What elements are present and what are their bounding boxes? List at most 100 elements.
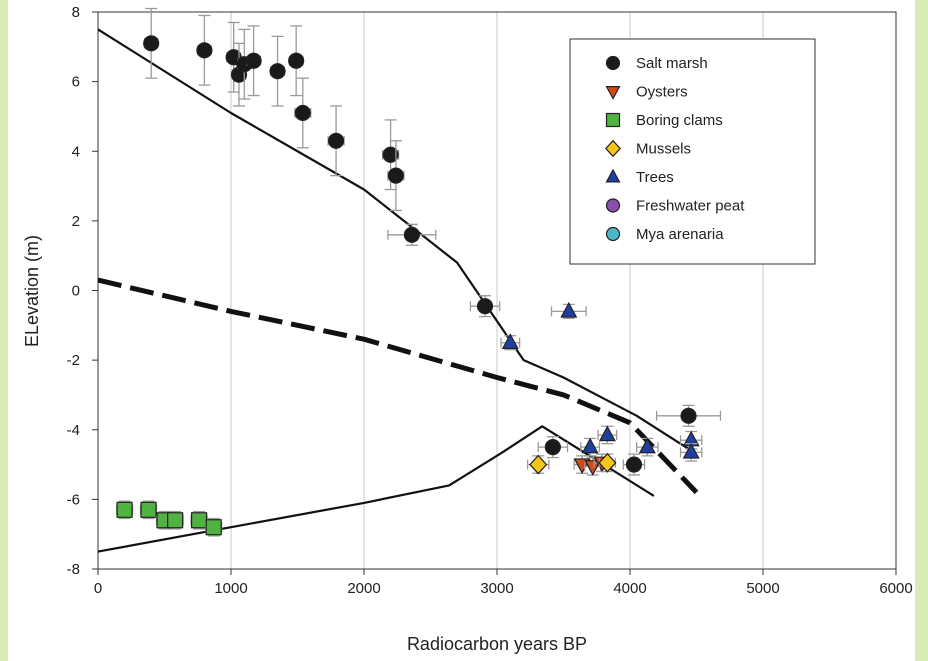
legend-marker-boring-clams bbox=[605, 112, 621, 128]
boring-clams-marker bbox=[116, 501, 133, 518]
legend-entry-mussels: Mussels bbox=[605, 139, 691, 158]
legend-label-boring-clams: Boring clams bbox=[636, 112, 723, 129]
salt-marsh-point bbox=[537, 436, 569, 459]
salt-marsh-point bbox=[655, 404, 722, 427]
salt-marsh-point bbox=[294, 77, 312, 149]
oysters-point bbox=[584, 456, 602, 476]
axis-ticks: 0 1000 2000 3000 4000 5000 6000 -8 -6 -4 -2 0 2 4 6 8 bbox=[67, 4, 913, 597]
boring-clams-point bbox=[166, 510, 184, 530]
x-tick-label: 2000 bbox=[347, 580, 380, 597]
solid-model-curve bbox=[97, 425, 655, 553]
trees-marker bbox=[682, 442, 700, 459]
x-tick-label: 6000 bbox=[879, 580, 912, 597]
legend-entry-oysters: Oysters bbox=[605, 84, 688, 101]
salt-marsh-marker bbox=[625, 456, 643, 473]
legend-label-oysters: Oysters bbox=[636, 84, 688, 101]
legend-marker-oysters bbox=[605, 86, 621, 100]
frame-border-right bbox=[915, 0, 928, 661]
y-tick-label: -4 bbox=[67, 422, 80, 439]
trees-marker bbox=[560, 301, 578, 318]
boring-clams-marker bbox=[205, 519, 222, 536]
salt-marsh-point bbox=[387, 223, 437, 246]
legend-label-salt-marsh: Salt marsh bbox=[636, 55, 708, 72]
salt-marsh-point bbox=[288, 25, 305, 97]
y-tick-label: -8 bbox=[67, 561, 80, 578]
boring-clams-marker bbox=[140, 501, 157, 518]
y-tick-label: -6 bbox=[67, 491, 80, 508]
boring-clams-point bbox=[115, 500, 134, 520]
salt-marsh-marker bbox=[196, 42, 213, 59]
salt-marsh-point bbox=[196, 14, 213, 86]
boring-clams-point bbox=[205, 517, 223, 537]
salt-marsh-marker bbox=[245, 52, 262, 69]
trees-point bbox=[580, 437, 601, 457]
mussels-point bbox=[526, 454, 550, 475]
legend-label-mya-arenaria: Mya arenaria bbox=[636, 226, 724, 243]
salt-marsh-point bbox=[387, 140, 405, 212]
boring-clams-point bbox=[139, 500, 158, 520]
salt-marsh-marker bbox=[476, 298, 494, 315]
y-tick-label: 0 bbox=[72, 283, 80, 300]
y-tick-label: 8 bbox=[72, 4, 80, 21]
salt-marsh-point bbox=[269, 35, 286, 107]
salt-marsh-point bbox=[381, 119, 400, 191]
salt-marsh-marker bbox=[269, 63, 286, 80]
x-tick-label: 3000 bbox=[480, 580, 513, 597]
salt-marsh-marker bbox=[680, 407, 697, 424]
trees-point bbox=[597, 425, 618, 445]
salt-marsh-point bbox=[327, 105, 345, 177]
y-axis-title: ELevation (m) bbox=[22, 235, 42, 347]
trees-point bbox=[500, 333, 521, 351]
trees-point bbox=[550, 301, 587, 320]
salt-marsh-marker bbox=[327, 132, 345, 149]
legend-entry-mya-arenaria: Mya arenaria bbox=[605, 226, 724, 243]
legend: Salt marsh Oysters Boring clams Mussels Tree… bbox=[569, 38, 816, 265]
trees-marker bbox=[598, 425, 616, 442]
boring-clams-point bbox=[190, 510, 208, 530]
y-tick-label: 6 bbox=[72, 74, 80, 91]
salt-marsh-marker bbox=[294, 104, 311, 122]
salt-marsh-marker bbox=[387, 167, 405, 184]
oysters-marker bbox=[584, 460, 602, 476]
legend-entry-freshwater-peat: Freshwater peat bbox=[605, 198, 745, 215]
x-tick-label: 4000 bbox=[613, 580, 646, 597]
trees-point bbox=[636, 437, 659, 457]
legend-marker-freshwater-peat bbox=[605, 198, 621, 213]
trees-marker bbox=[501, 333, 519, 349]
y-tick-label: -2 bbox=[67, 352, 80, 369]
data-points bbox=[115, 7, 722, 537]
legend-entry-salt-marsh: Salt marsh bbox=[605, 55, 708, 72]
salt-marsh-point bbox=[622, 453, 646, 476]
salt-marsh-point bbox=[143, 7, 160, 79]
legend-marker-mya-arenaria bbox=[605, 226, 621, 242]
x-tick-label: 0 bbox=[94, 580, 102, 597]
salt-marsh-marker bbox=[403, 226, 420, 243]
y-tick-label: 4 bbox=[72, 143, 80, 160]
mussels-marker bbox=[529, 454, 548, 475]
salt-marsh-marker bbox=[143, 35, 160, 52]
legend-label-freshwater-peat: Freshwater peat bbox=[636, 198, 745, 215]
salt-marsh-marker bbox=[288, 52, 305, 69]
y-tick-label: 2 bbox=[72, 213, 80, 230]
x-axis-title: Radiocarbon years BP bbox=[407, 634, 587, 654]
legend-entry-boring-clams: Boring clams bbox=[605, 112, 723, 129]
legend-marker-mussels bbox=[605, 139, 621, 158]
trees-marker bbox=[581, 437, 599, 454]
x-tick-label: 1000 bbox=[214, 580, 247, 597]
trees-marker bbox=[638, 437, 656, 454]
mussels-marker bbox=[598, 452, 617, 473]
legend-entry-trees: Trees bbox=[605, 168, 674, 186]
boring-clams-marker bbox=[190, 512, 208, 529]
legend-label-mussels: Mussels bbox=[636, 141, 691, 158]
salt-marsh-point bbox=[469, 295, 501, 318]
salt-marsh-marker bbox=[544, 439, 561, 456]
legend-label-trees: Trees bbox=[636, 169, 674, 186]
frame-border-left bbox=[0, 0, 8, 661]
dashed-model-curve bbox=[97, 277, 699, 495]
x-tick-label: 5000 bbox=[746, 580, 779, 597]
boring-clams-marker bbox=[167, 512, 184, 529]
legend-marker-salt-marsh bbox=[605, 55, 621, 71]
salt-marsh-point bbox=[245, 25, 262, 97]
